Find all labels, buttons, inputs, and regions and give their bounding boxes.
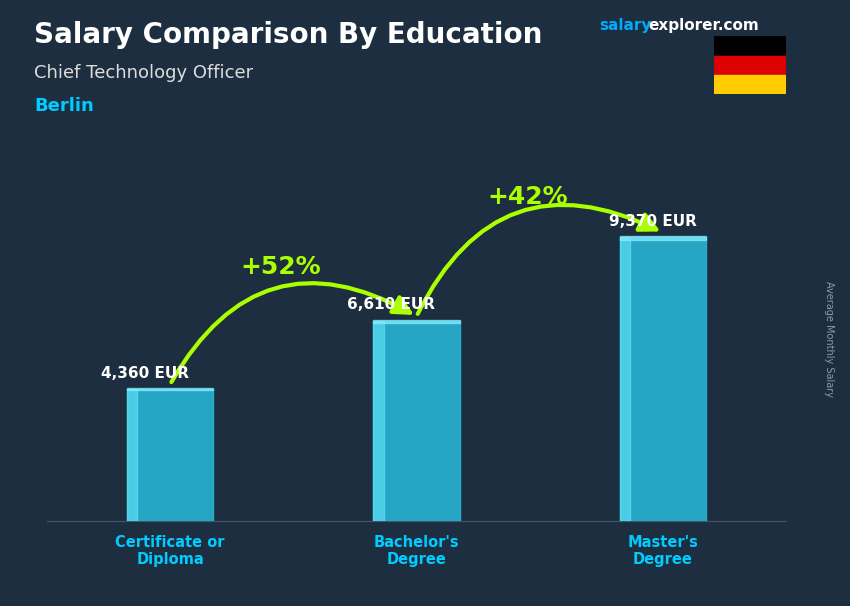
FancyArrowPatch shape [172, 283, 410, 382]
Text: Chief Technology Officer: Chief Technology Officer [34, 64, 253, 82]
Bar [373, 320, 460, 323]
Text: explorer.com: explorer.com [649, 18, 759, 33]
Bar [620, 236, 706, 240]
Bar [127, 389, 137, 521]
Text: 4,360 EUR: 4,360 EUR [101, 365, 189, 381]
Text: Average Monthly Salary: Average Monthly Salary [824, 281, 834, 398]
Text: +42%: +42% [487, 185, 568, 209]
Text: Berlin: Berlin [34, 97, 94, 115]
Text: Salary Comparison By Education: Salary Comparison By Education [34, 21, 542, 49]
FancyArrowPatch shape [417, 205, 656, 314]
Bar [714, 56, 786, 75]
Bar [620, 238, 706, 521]
Text: 6,610 EUR: 6,610 EUR [348, 298, 435, 313]
Text: +52%: +52% [241, 255, 321, 279]
Text: 9,370 EUR: 9,370 EUR [609, 214, 697, 228]
Bar [714, 36, 786, 56]
Text: salary: salary [599, 18, 652, 33]
Bar [373, 321, 460, 521]
Bar [714, 75, 786, 94]
Bar [373, 321, 383, 521]
Bar [620, 238, 630, 521]
Bar [127, 388, 213, 390]
Bar [127, 389, 213, 521]
